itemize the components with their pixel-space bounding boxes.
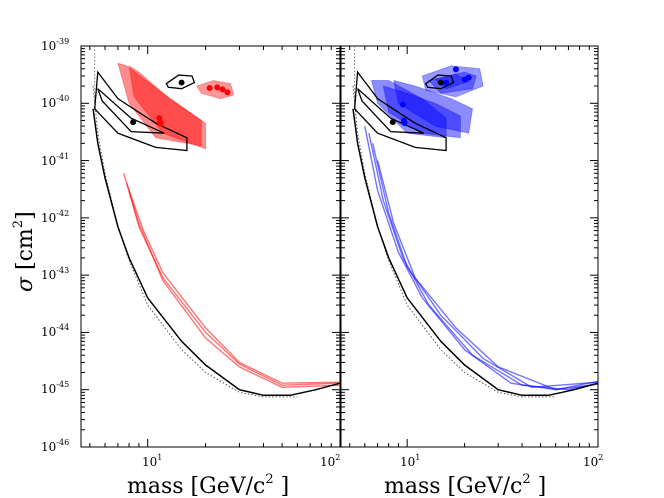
red-point [157, 120, 164, 127]
dotted-limit-curve [352, 85, 556, 398]
blue-upper-point [443, 79, 450, 86]
red-limit-curve [123, 173, 341, 389]
x-tick-label: 102 [320, 453, 340, 469]
red-upper-point [224, 89, 231, 96]
black-limit-curve [92, 108, 341, 397]
panel-left-data [92, 46, 341, 398]
panel-right-frame [340, 45, 599, 448]
black-point [178, 79, 185, 86]
y-tick-label: 10-44 [41, 323, 69, 339]
y-tick-label: 10-43 [41, 266, 69, 282]
red-upper-point [206, 84, 213, 91]
red-region [128, 64, 207, 150]
dotted-limit-curve [92, 85, 298, 398]
y-tick-label: 10-42 [41, 209, 69, 225]
blue-region [370, 80, 447, 139]
panel-right-data [352, 46, 599, 398]
axis-ticks [81, 45, 599, 448]
y-tick-labels: 10-39 10-40 10-41 10-42 10-43 10-44 10-4… [41, 37, 69, 454]
black-contour [356, 88, 424, 134]
blue-point [401, 120, 408, 127]
x-tick-labels: 101 102 101 102 [142, 453, 603, 469]
blue-region [382, 85, 461, 139]
blue-upper-point [452, 66, 459, 73]
black-contour [165, 74, 196, 90]
x-axis-label-left: mass [GeV/c2 ] [127, 472, 289, 498]
black-point [389, 119, 396, 126]
red-limit-curve [126, 183, 341, 386]
y-tick-label: 10-39 [41, 37, 69, 53]
y-tick-label: 10-45 [41, 380, 69, 396]
black-limit-curve [352, 108, 599, 397]
red-limit-curve [128, 190, 341, 384]
black-contour [94, 70, 188, 152]
blue-point [399, 101, 406, 108]
y-tick-label: 10-40 [41, 94, 69, 110]
black-point [437, 79, 444, 86]
black-point [130, 119, 137, 126]
black-contour [424, 74, 455, 90]
y-axis-label: σ [cm2] [11, 211, 38, 292]
x-tick-label: 101 [400, 453, 420, 469]
x-tick-label: 102 [583, 453, 603, 469]
x-axis-label-right: mass [GeV/c2 ] [384, 472, 546, 498]
red-upper-region [196, 79, 235, 100]
panel-left-frame [80, 45, 341, 448]
red-upper-point [219, 86, 226, 93]
blue-limit-curve [364, 125, 599, 391]
blue-upper-point [465, 74, 472, 81]
black-contour [353, 70, 447, 152]
red-upper-point [214, 84, 221, 91]
y-tick-label: 10-41 [41, 152, 69, 168]
blue-limit-curve [376, 160, 599, 391]
x-tick-label: 101 [142, 453, 162, 469]
black-contour [97, 88, 165, 134]
y-tick-label: 10-46 [41, 438, 69, 454]
blue-limit-curve [372, 143, 599, 389]
